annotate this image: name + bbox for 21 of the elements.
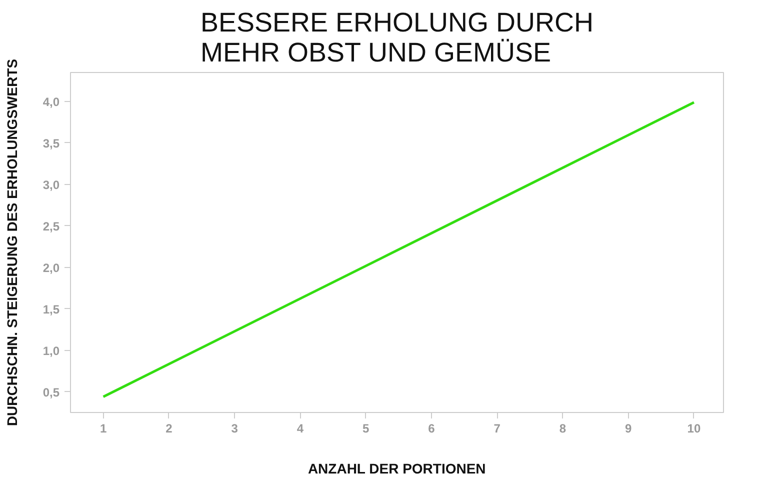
y-tick-label: 0,5: [42, 385, 60, 400]
chart-title: BESSERE ERHOLUNG DURCH MEHR OBST UND GEMÜSE: [200, 8, 594, 68]
x-axis-title: ANZAHL DER PORTIONEN: [308, 460, 486, 476]
x-tick-label: 9: [625, 422, 632, 436]
x-tick-label: 3: [231, 422, 238, 436]
y-tick-label: 2,0: [42, 260, 60, 275]
y-tick-label: 2,5: [42, 219, 60, 234]
x-tick-label: 1: [100, 422, 107, 436]
y-tick-label: 4,0: [42, 95, 60, 110]
x-tick-label: 6: [428, 422, 436, 436]
x-tick-label: 8: [559, 422, 566, 436]
y-axis-title: DURCHSCHN. STEIGERUNG DES ERHOLUNGSWERTS: [4, 58, 20, 426]
y-tick-label: 1,5: [42, 302, 60, 316]
y-tick-label: 3,0: [42, 178, 60, 192]
x-tick-label: 2: [166, 422, 173, 436]
x-tick-label: 7: [494, 422, 501, 436]
x-tick-label: 4: [296, 422, 304, 436]
x-tick-label: 10: [687, 422, 701, 436]
y-tick-label: 3,5: [42, 136, 60, 150]
y-tick-label: 1,0: [42, 344, 60, 358]
x-tick-label: 5: [362, 422, 370, 436]
